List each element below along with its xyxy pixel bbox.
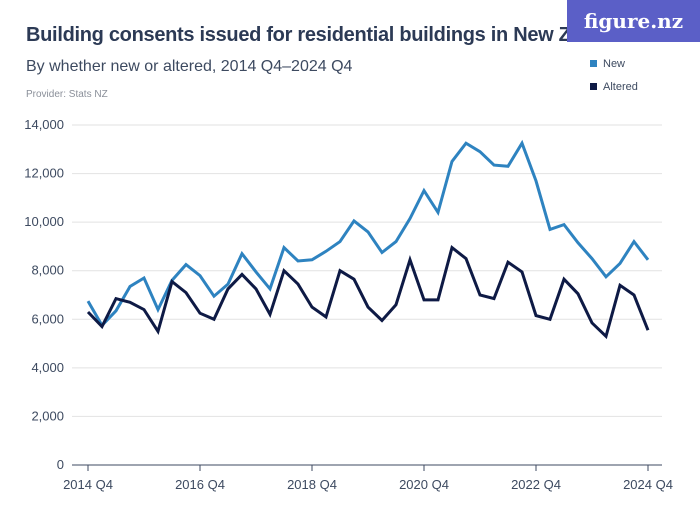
figure-nz-logo[interactable]: figure.nz bbox=[567, 0, 700, 42]
x-tick-label: 2024 Q4 bbox=[623, 477, 673, 492]
provider-label: Provider: Stats NZ bbox=[26, 89, 108, 100]
y-tick-label: 2,000 bbox=[31, 408, 64, 423]
y-tick-label: 6,000 bbox=[31, 311, 64, 326]
y-tick-label: 0 bbox=[57, 457, 64, 472]
y-tick-label: 10,000 bbox=[24, 214, 64, 229]
legend-swatch-altered bbox=[590, 83, 597, 90]
chart-subtitle: By whether new or altered, 2014 Q4–2024 … bbox=[26, 58, 353, 75]
series-line-new bbox=[86, 139, 650, 328]
x-tick-label: 2014 Q4 bbox=[63, 477, 113, 492]
legend-label: New bbox=[603, 57, 626, 70]
x-tick-label: 2016 Q4 bbox=[175, 477, 225, 492]
y-tick-label: 12,000 bbox=[24, 166, 64, 181]
x-tick-label: 2020 Q4 bbox=[399, 477, 449, 492]
legend-item-new: New bbox=[590, 52, 638, 75]
y-tick-label: 4,000 bbox=[31, 360, 64, 375]
y-tick-label: 14,000 bbox=[24, 117, 64, 132]
y-tick-label: 8,000 bbox=[31, 263, 64, 278]
legend-item-altered: Altered bbox=[590, 75, 638, 98]
chart-title: Building consents issued for residential… bbox=[26, 24, 633, 46]
legend-label: Altered bbox=[603, 80, 638, 93]
x-tick-label: 2022 Q4 bbox=[511, 477, 561, 492]
x-tick-label: 2018 Q4 bbox=[287, 477, 337, 492]
legend-swatch-new bbox=[590, 60, 597, 67]
series-line-altered bbox=[86, 245, 650, 340]
legend: New Altered bbox=[590, 52, 638, 98]
